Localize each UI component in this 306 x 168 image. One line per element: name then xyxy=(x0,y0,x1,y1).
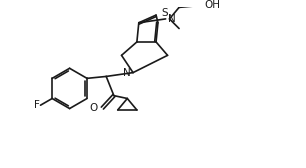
Text: O: O xyxy=(89,103,98,113)
Text: S: S xyxy=(162,8,168,18)
Text: F: F xyxy=(34,100,39,110)
Text: N: N xyxy=(168,14,175,24)
Text: N: N xyxy=(123,68,131,78)
Text: OH: OH xyxy=(204,0,220,10)
